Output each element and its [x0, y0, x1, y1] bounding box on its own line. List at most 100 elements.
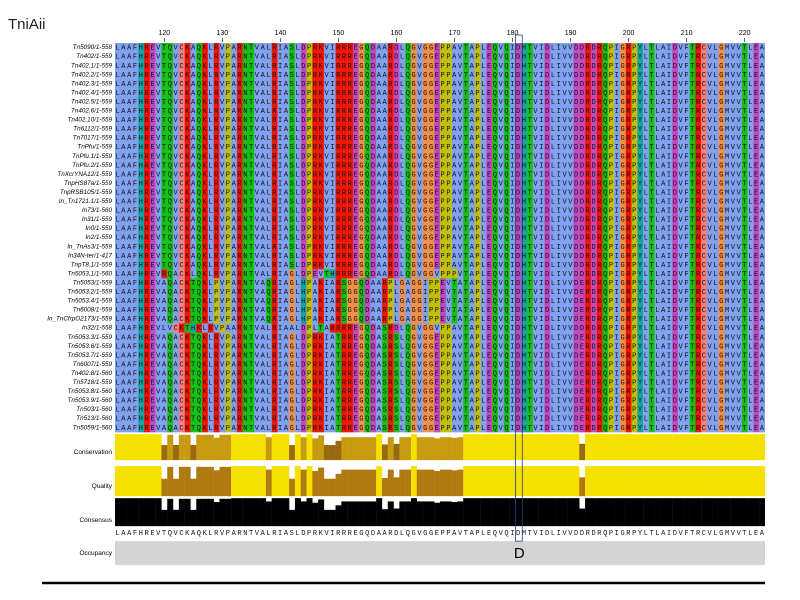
annotation-bar — [335, 440, 342, 461]
residue-cell — [463, 214, 470, 225]
residue-cell — [469, 169, 476, 179]
residue-cell — [312, 233, 319, 243]
residue-cell — [637, 97, 644, 107]
residue-cell — [567, 97, 574, 107]
residue-cell — [167, 205, 174, 216]
residue-cell — [434, 52, 441, 62]
residue-cell — [254, 224, 261, 234]
residue-cell — [463, 242, 470, 252]
residue-cell — [115, 278, 122, 288]
residue-cell — [173, 169, 180, 179]
residue-cell — [724, 269, 731, 279]
residue-cell — [735, 106, 742, 116]
residue-cell — [312, 97, 319, 107]
residue-cell — [161, 269, 168, 279]
residue-cell — [434, 187, 441, 198]
residue-cell — [399, 251, 406, 261]
residue-cell — [225, 233, 232, 243]
residue-cell — [643, 61, 650, 71]
annotation-bar — [254, 466, 261, 497]
residue-cell — [590, 169, 597, 179]
residue-cell — [445, 70, 452, 80]
residue-cell — [730, 214, 737, 225]
residue-cell — [219, 233, 226, 243]
residue-cell — [306, 242, 313, 252]
residue-cell — [202, 187, 209, 198]
residue-cell — [544, 260, 551, 270]
residue-cell — [741, 43, 748, 53]
residue-cell — [492, 169, 499, 179]
residue-cell — [648, 214, 655, 225]
residue-cell — [352, 106, 359, 116]
residue-cell — [352, 233, 359, 243]
residue-cell — [654, 251, 661, 261]
residue-cell — [509, 205, 516, 216]
residue-cell — [300, 133, 307, 143]
residue-cell — [544, 160, 551, 170]
residue-cell — [364, 169, 371, 179]
residue-cell — [242, 106, 249, 116]
residue-cell — [207, 52, 214, 62]
residue-cell — [706, 196, 713, 207]
residue-cell — [590, 187, 597, 198]
residue-cell — [648, 106, 655, 116]
residue-cell — [323, 251, 330, 261]
residue-cell — [718, 151, 725, 161]
residue-cell — [689, 214, 696, 225]
residue-cell — [155, 187, 162, 198]
residue-cell — [486, 160, 493, 170]
residue-cell — [190, 97, 197, 107]
residue-cell — [579, 169, 586, 179]
residue-cell — [440, 187, 447, 198]
residue-cell — [544, 196, 551, 207]
residue-cell — [341, 142, 348, 152]
residue-cell — [474, 251, 481, 261]
residue-cell — [115, 169, 122, 179]
residue-cell — [712, 106, 719, 116]
residue-cell — [730, 43, 737, 53]
residue-cell — [248, 70, 255, 80]
residue-cell — [428, 61, 435, 71]
residue-cell — [602, 151, 609, 161]
residue-cell — [254, 61, 261, 71]
residue-cell — [695, 160, 702, 170]
residue-cell — [440, 160, 447, 170]
residue-cell — [469, 88, 476, 98]
residue-cell — [440, 61, 447, 71]
residue-cell — [132, 260, 139, 270]
residue-cell — [706, 178, 713, 188]
residue-cell — [573, 224, 580, 234]
residue-cell — [660, 43, 667, 53]
residue-cell — [115, 178, 122, 188]
residue-cell — [132, 178, 139, 188]
residue-cell — [608, 169, 615, 179]
residue-cell — [358, 169, 365, 179]
residue-cell — [515, 169, 522, 179]
residue-cell — [712, 151, 719, 161]
residue-cell — [132, 133, 139, 143]
residue-cell — [387, 251, 394, 261]
residue-cell — [341, 106, 348, 116]
residue-cell — [619, 233, 626, 243]
residue-cell — [585, 160, 592, 170]
residue-cell — [306, 97, 313, 107]
residue-cell — [608, 251, 615, 261]
residue-cell — [300, 214, 307, 225]
residue-cell — [643, 269, 650, 279]
residue-cell — [753, 178, 760, 188]
residue-cell — [672, 251, 679, 261]
residue-cell — [550, 142, 557, 152]
residue-cell — [648, 269, 655, 279]
annotation-bar — [724, 434, 731, 461]
residue-cell — [323, 205, 330, 216]
residue-cell — [706, 70, 713, 80]
residue-cell — [184, 79, 191, 89]
residue-cell — [190, 88, 197, 98]
residue-cell — [730, 187, 737, 198]
annotation-bar — [532, 434, 539, 461]
residue-cell — [381, 115, 388, 125]
residue-cell — [376, 205, 383, 216]
residue-cell — [225, 124, 232, 134]
residue-cell — [126, 61, 133, 71]
residue-cell — [294, 61, 301, 71]
